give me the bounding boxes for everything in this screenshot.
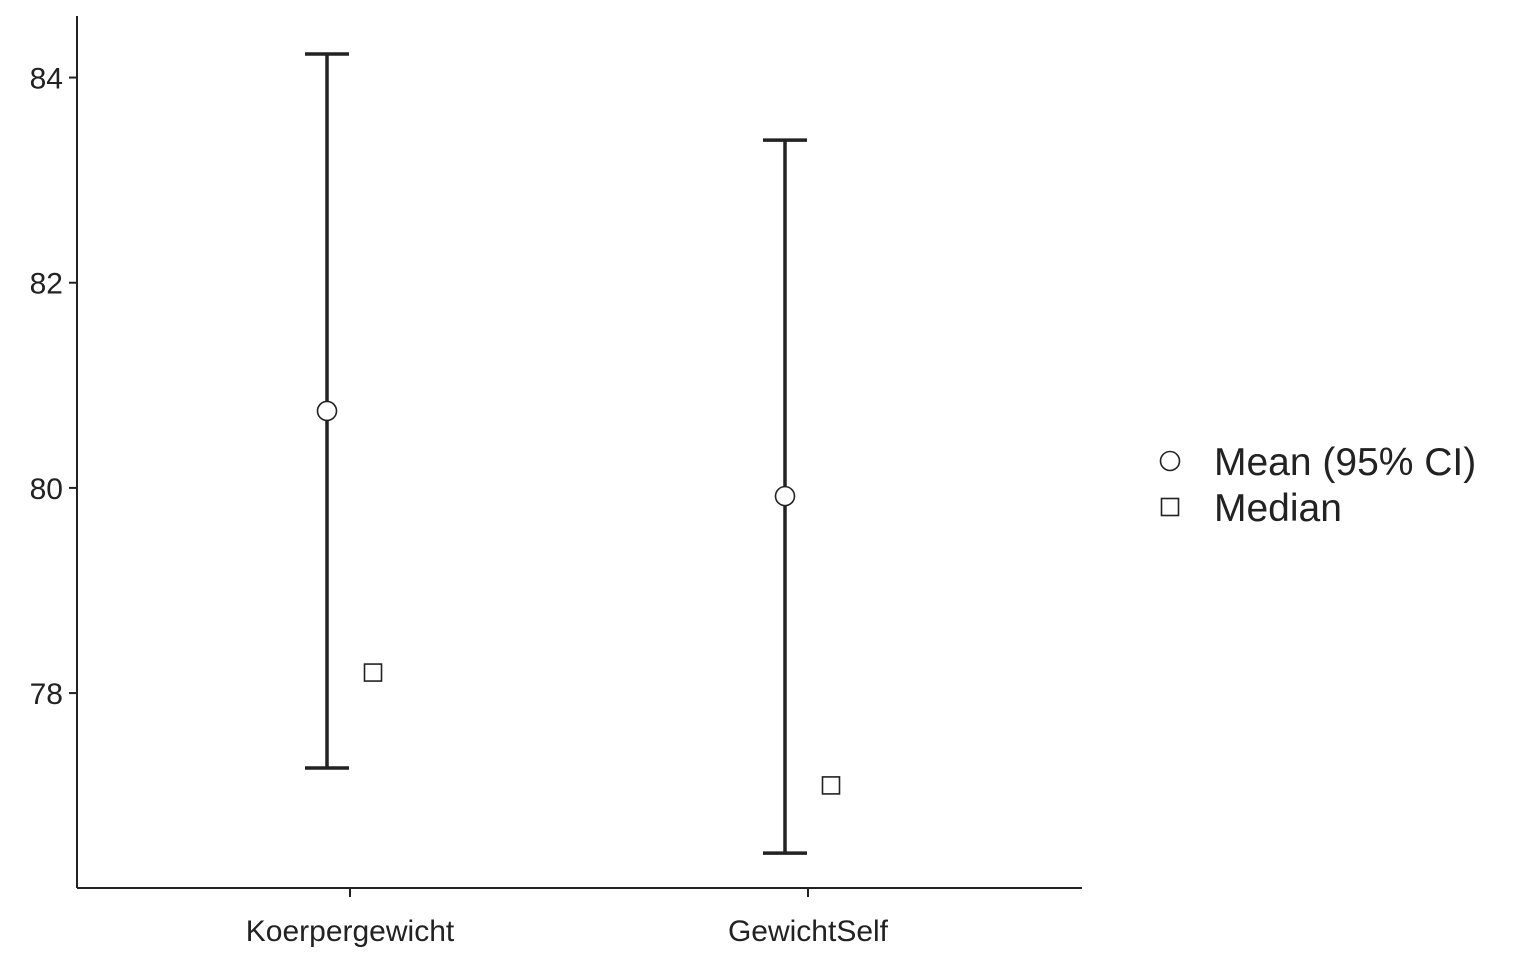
axes-layer: 78 80 82 84 Koerpergewicht GewichtSelf [30,16,1082,948]
mean-point [316,400,338,422]
legend-mean-marker [1159,450,1181,472]
y-tick-label: 80 [30,473,63,506]
x-tick-label: Koerpergewicht [246,915,455,948]
y-tick-label: 82 [30,268,63,301]
y-tick-label: 84 [30,63,63,96]
median-point [363,663,383,682]
x-tick-label: GewichtSelf [728,915,889,948]
mean-point [774,485,796,507]
legend-mean-label: Mean (95% CI) [1214,441,1476,484]
marks-layer [305,52,841,855]
legend: Mean (95% CI)Median [1159,441,1476,530]
median-point [821,776,841,795]
y-tick-label: 78 [30,678,63,711]
legend-median-marker [1160,497,1180,517]
legend-median-label: Median [1214,487,1342,530]
